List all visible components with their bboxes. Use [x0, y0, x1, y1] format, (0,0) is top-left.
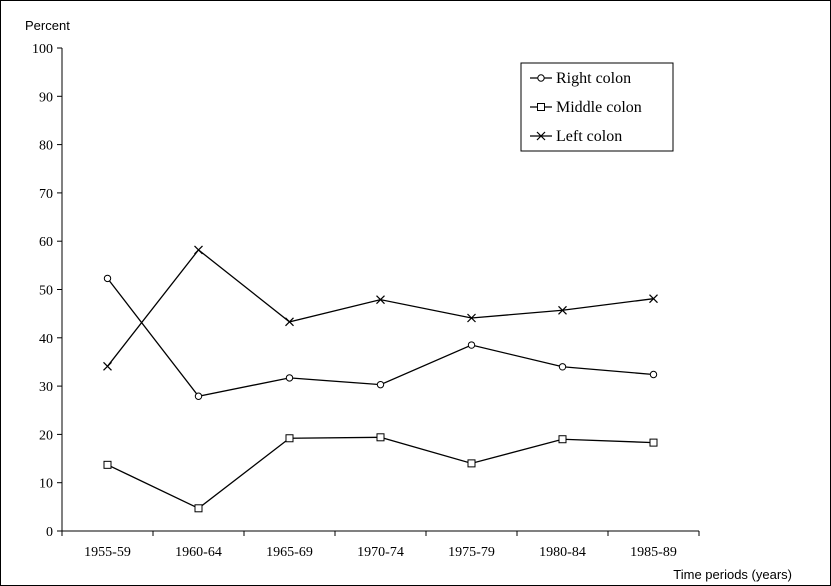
data-point-middle-colon — [103, 460, 112, 469]
legend-label: Left colon — [556, 128, 622, 145]
data-point-middle-colon — [285, 434, 294, 443]
series-middle-colon — [103, 433, 658, 513]
series-left-colon — [103, 245, 658, 371]
legend-item-middle-colon: Middle colon — [530, 99, 642, 116]
data-point-left-colon — [467, 313, 476, 323]
y-tick-label: 0 — [46, 525, 53, 540]
y-tick-label: 60 — [39, 235, 53, 250]
legend-item-left-colon: Left colon — [530, 128, 622, 145]
data-point-middle-colon — [376, 433, 385, 442]
x-tick-label: 1960-64 — [175, 545, 222, 560]
data-point-right-colon — [558, 363, 567, 371]
data-point-left-colon — [649, 294, 658, 304]
data-point-right-colon — [194, 392, 203, 400]
data-point-left-colon — [194, 245, 203, 255]
x-axis-title: Time periods (years) — [673, 567, 792, 582]
data-point-middle-colon — [467, 459, 476, 468]
series-line-left-colon — [106, 248, 654, 367]
data-point-left-colon — [376, 295, 385, 305]
y-tick-label: 100 — [32, 42, 53, 57]
y-tick-label: 20 — [39, 428, 53, 443]
series-right-colon — [103, 274, 658, 400]
x-tick-label: 1985-89 — [630, 545, 677, 560]
y-tick-label: 10 — [39, 477, 53, 492]
y-tick-label: 70 — [39, 187, 53, 202]
data-point-middle-colon — [194, 504, 203, 513]
y-tick-label: 80 — [39, 139, 53, 154]
y-tick-label: 30 — [39, 380, 53, 395]
x-tick-label: 1965-69 — [266, 545, 313, 560]
x-tick-label: 1980-84 — [539, 545, 586, 560]
data-point-left-colon — [285, 317, 294, 327]
series-line-middle-colon — [107, 436, 654, 510]
series-line-right-colon — [106, 277, 654, 397]
data-point-left-colon — [558, 305, 567, 315]
y-tick-label: 90 — [39, 90, 53, 105]
data-point-right-colon — [649, 370, 658, 379]
y-tick-label: 50 — [39, 284, 53, 299]
legend: Right colon Middle colon Left colon — [520, 62, 674, 152]
y-tick-label: 40 — [39, 332, 53, 347]
legend-label: Right colon — [556, 70, 631, 87]
data-point-right-colon — [285, 374, 294, 382]
legend-item-right-colon: Right colon — [530, 70, 631, 87]
data-point-middle-colon — [558, 435, 567, 444]
data-point-right-colon — [376, 380, 385, 389]
legend-marker-right-colon — [537, 74, 545, 82]
legend-label: Middle colon — [556, 99, 642, 116]
x-tick-label: 1955-59 — [84, 545, 131, 560]
data-point-middle-colon — [649, 438, 658, 447]
legend-marker-left-colon — [536, 131, 546, 141]
data-point-left-colon — [103, 361, 112, 371]
x-tick-label: 1975-79 — [448, 545, 495, 560]
y-axis-title: Percent — [25, 18, 70, 33]
data-point-right-colon — [103, 274, 112, 283]
data-point-right-colon — [467, 341, 476, 349]
x-tick-label: 1970-74 — [357, 545, 404, 560]
legend-marker-middle-colon — [537, 103, 545, 111]
